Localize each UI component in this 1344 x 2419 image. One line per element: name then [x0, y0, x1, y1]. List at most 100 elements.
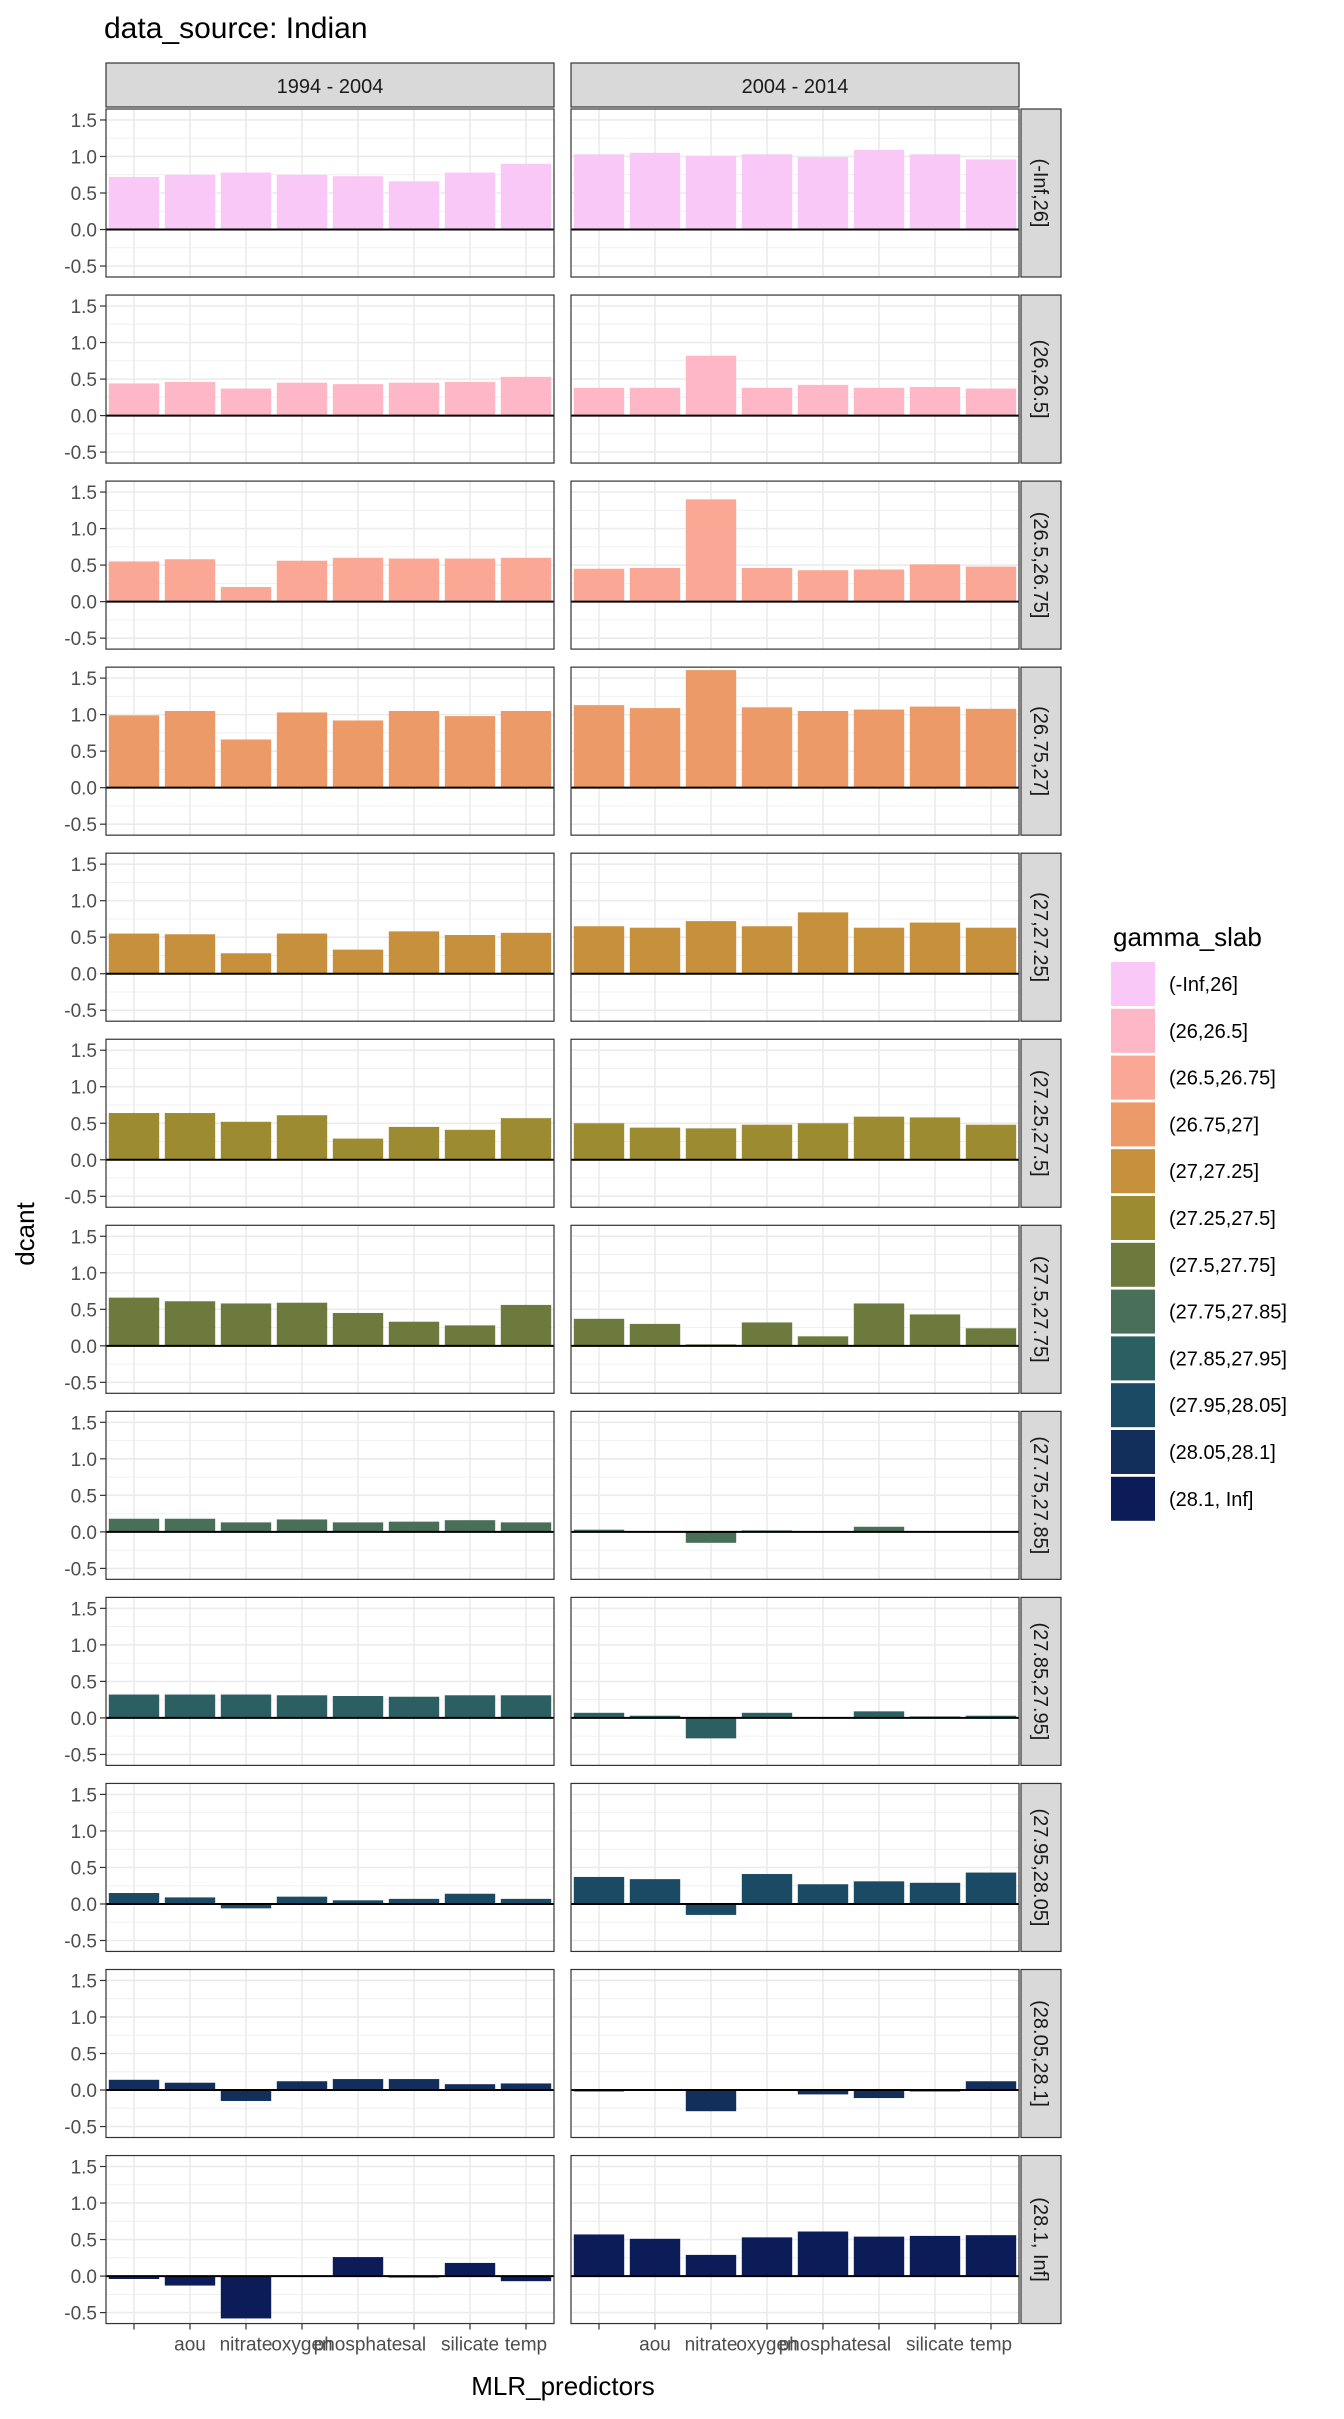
panel-border: [570, 108, 1020, 278]
y-tick-label: 1.5: [71, 1227, 97, 1248]
facet-panel: [570, 1224, 1020, 1394]
bar: [332, 1900, 384, 1904]
panel-border: [105, 1968, 555, 2139]
bar: [741, 1712, 793, 1718]
bar: [797, 384, 849, 416]
panel-border: [105, 666, 555, 836]
bar: [629, 1879, 681, 1904]
bar: [220, 2090, 272, 2101]
bar: [444, 1129, 496, 1160]
y-tick-label: 1.5: [71, 1971, 97, 1992]
panel-border: [105, 1782, 555, 1953]
facet-panels: 1994 - 2004 2004 - 2014 -0.5 0.0 0.5 1.0 1.5 (-…: [64, 62, 1062, 2356]
facet-panel: [570, 294, 1020, 464]
bar: [276, 1695, 328, 1718]
bar: [332, 384, 384, 416]
legend-label: (26.5,26.75]: [1169, 1068, 1276, 1090]
y-tick-label: 0.5: [71, 742, 97, 763]
bar: [573, 154, 625, 230]
bar: [797, 570, 849, 602]
bar: [108, 383, 160, 416]
legend-label: (27,27.25]: [1169, 1161, 1259, 1183]
bar: [965, 1124, 1017, 1160]
bar: [500, 163, 552, 230]
bar: [853, 1711, 905, 1718]
y-tick-label: -0.5: [64, 2118, 97, 2139]
row-strip-label: (26.5,26.75]: [1029, 512, 1051, 619]
facet-panel: [570, 1596, 1020, 1767]
column-strip-label: 1994 - 2004: [277, 76, 384, 98]
facet-row: -0.5 0.0 0.5 1.0 1.5 (27,27.25]: [64, 852, 1062, 1022]
bar: [276, 1302, 328, 1346]
bar: [164, 2276, 216, 2286]
y-tick-label: -0.5: [64, 257, 97, 278]
facet-panel: [570, 852, 1020, 1022]
y-tick-label: 0.0: [71, 1523, 97, 1544]
bar: [573, 1529, 625, 1532]
bar: [685, 1531, 737, 1543]
bar: [276, 382, 328, 416]
row-strip-label: (26.75,27]: [1029, 706, 1051, 796]
y-tick-label: 0.5: [71, 928, 97, 949]
bar: [332, 2079, 384, 2091]
bar: [573, 387, 625, 416]
bar: [685, 155, 737, 230]
panel-border: [105, 2154, 555, 2325]
x-tick-label: temp: [505, 2335, 547, 2356]
y-tick-label: -0.5: [64, 2304, 97, 2325]
bar: [388, 931, 440, 974]
bar: [388, 181, 440, 230]
row-strip-label: (28.05,28.1]: [1029, 2000, 1051, 2107]
y-tick-label: 1.0: [71, 147, 97, 168]
bar: [164, 381, 216, 416]
legend-label: (26.75,27]: [1169, 1114, 1259, 1136]
bar: [685, 2254, 737, 2277]
bar: [797, 1123, 849, 1160]
facet-row: -0.5 0.0 0.5 1.0 1.5 (-Inf,26]: [64, 108, 1062, 278]
bar: [741, 1322, 793, 1346]
row-strip: [1020, 480, 1062, 650]
bar: [965, 708, 1017, 788]
y-tick-label: 0.5: [71, 370, 97, 391]
y-tick-label: 1.5: [71, 1599, 97, 1620]
bar: [797, 1336, 849, 1346]
legend-label: (-Inf,26]: [1169, 974, 1238, 996]
bar: [108, 1518, 160, 1532]
bar: [444, 558, 496, 602]
panel-border: [570, 1968, 1020, 2139]
y-tick-label: 0.5: [71, 184, 97, 205]
bar: [220, 1522, 272, 1532]
bar: [500, 376, 552, 416]
bar: [965, 566, 1017, 602]
bar: [164, 1518, 216, 1532]
facet-panel: [105, 1410, 555, 1580]
bar: [853, 709, 905, 788]
x-tick-label: silicate: [906, 2335, 964, 2356]
y-tick-label: -0.5: [64, 443, 97, 464]
bar: [108, 1113, 160, 1160]
chart-title: data_source: Indian: [104, 12, 368, 45]
x-tick-label: oxygen: [271, 2335, 332, 2356]
legend-swatch: [1111, 1383, 1155, 1428]
bar: [965, 1872, 1017, 1904]
panel-border: [570, 480, 1020, 650]
bar: [388, 2079, 440, 2091]
facet-row: -0.5 0.0 0.5 1.0 1.5 (26,26.5]: [64, 294, 1062, 464]
bar: [741, 926, 793, 974]
bar: [164, 934, 216, 974]
bar: [164, 559, 216, 602]
y-tick-label: -0.5: [64, 1187, 97, 1208]
bar: [741, 707, 793, 788]
y-tick-label: 0.0: [71, 1895, 97, 1916]
y-tick-label: 1.0: [71, 1822, 97, 1843]
y-axis-title: dcant: [10, 1201, 40, 1265]
legend-entries: (-Inf,26] (26,26.5] (26.5,26.75] (26.75,27]…: [1111, 962, 1287, 1521]
bar: [332, 1522, 384, 1532]
facet-panel: [570, 108, 1020, 278]
y-tick-label: 0.5: [71, 2231, 97, 2252]
bar: [500, 2083, 552, 2091]
bar: [444, 1695, 496, 1718]
panel-border: [105, 480, 555, 650]
bar: [500, 1695, 552, 1718]
